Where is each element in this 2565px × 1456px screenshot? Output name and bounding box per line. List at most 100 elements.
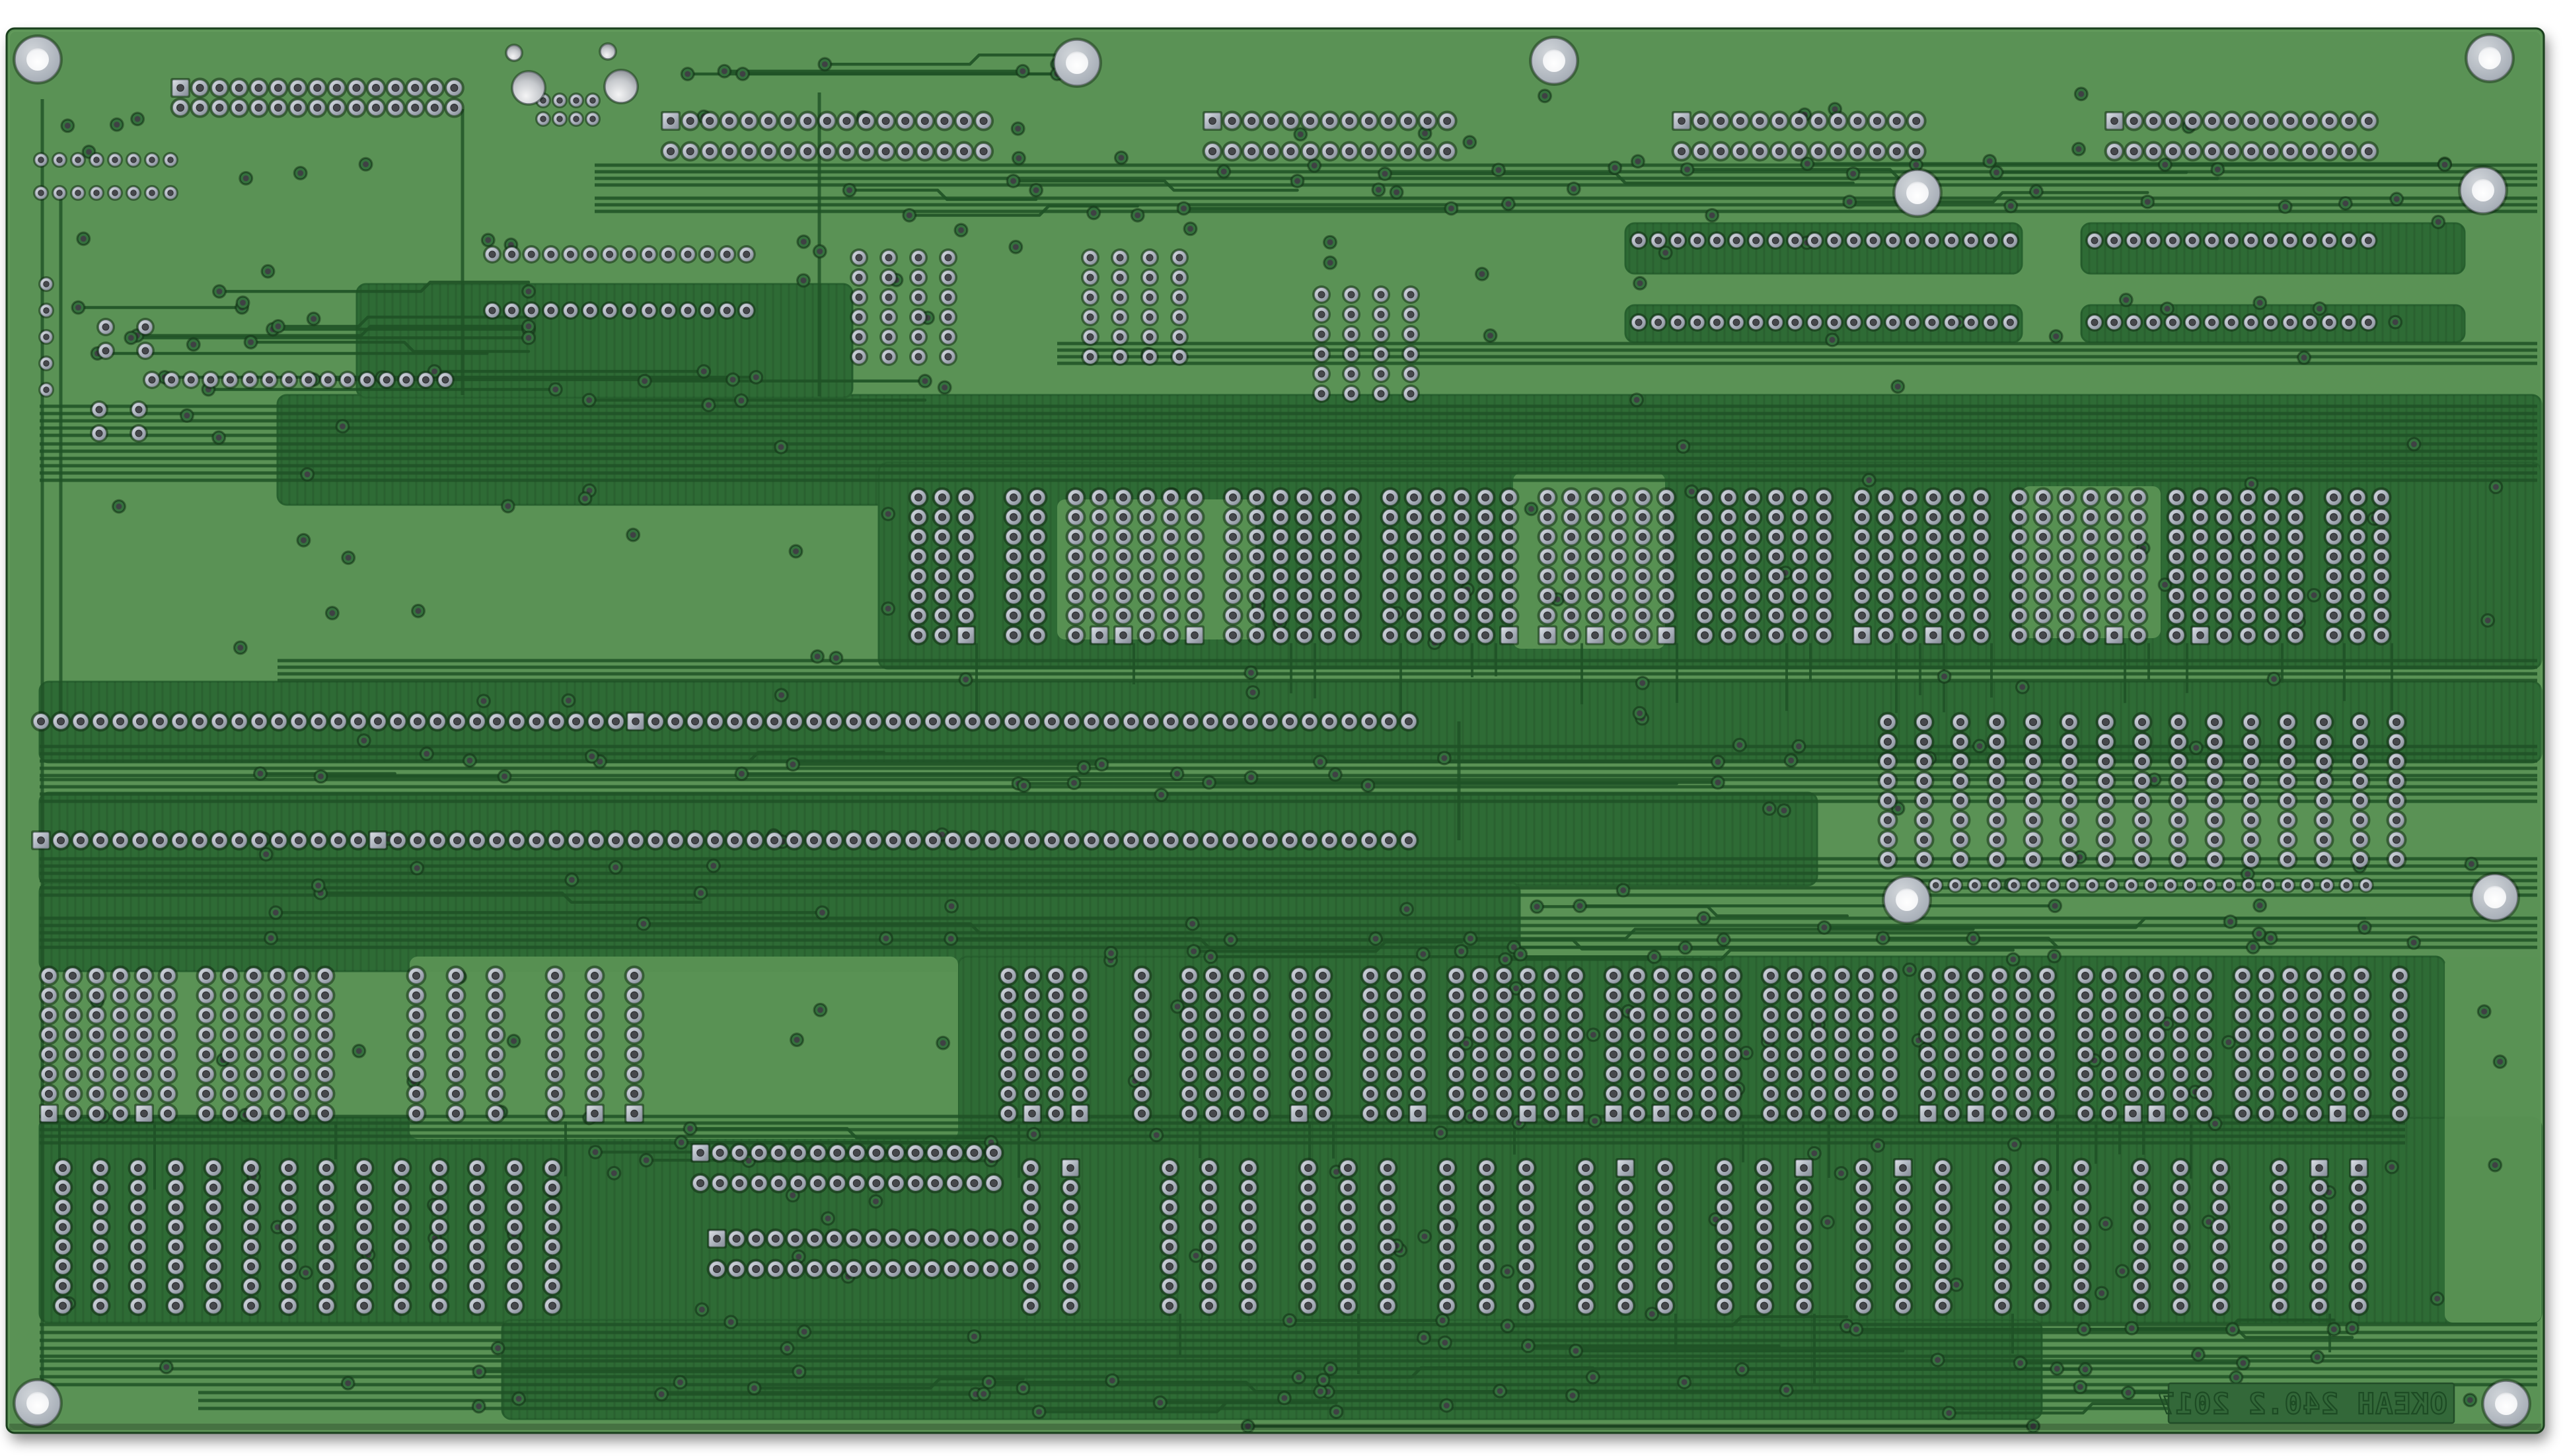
solder-pad — [502, 244, 522, 264]
solder-pad — [737, 301, 757, 320]
mounting-holes — [12, 32, 2532, 1430]
solder-pad — [61, 1063, 84, 1085]
solder-pad — [2008, 526, 2030, 548]
solder-pad — [1913, 770, 1935, 792]
solder-pad — [1941, 984, 1963, 1006]
solder-pad — [1697, 1063, 1720, 1085]
solder-pad — [267, 96, 289, 119]
solder-pad — [1844, 312, 1864, 332]
via — [476, 693, 492, 709]
solder-pad — [1626, 1024, 1649, 1046]
solder-pad — [1575, 1216, 1597, 1238]
solder-pad — [2279, 1004, 2301, 1026]
solder-pad — [32, 151, 50, 168]
solder-pad — [1288, 1063, 1310, 1085]
solder-pad — [1379, 604, 1401, 626]
solder-pad — [314, 984, 336, 1006]
solder-pad — [1088, 585, 1111, 607]
solder-pad — [1917, 1083, 1939, 1105]
solder-pad — [2313, 770, 2335, 792]
solder-pad — [2204, 829, 2226, 851]
square-pad — [584, 1103, 605, 1124]
solder-pad — [1913, 829, 1935, 851]
solder-pad — [2276, 848, 2299, 871]
solder-pad — [1824, 231, 1844, 250]
solder-pad — [1140, 287, 1160, 307]
solder-pad — [882, 1258, 904, 1280]
solder-pad — [2323, 506, 2345, 528]
solder-pad — [2165, 546, 2188, 567]
solder-pad — [2070, 1157, 2093, 1179]
solder-pad — [2237, 624, 2259, 646]
solder-pad — [1793, 1275, 1815, 1297]
solder-pad — [1966, 877, 1984, 894]
solder-pad — [390, 1275, 413, 1297]
solder-pad — [2255, 965, 2278, 987]
via — [1028, 182, 1044, 198]
solder-pad — [195, 1083, 217, 1105]
solder-pad — [973, 110, 994, 132]
solder-pad — [1450, 585, 1473, 607]
via — [357, 156, 374, 172]
solder-pad — [2303, 1044, 2325, 1066]
solder-pad — [1001, 829, 1023, 852]
solder-pad — [2122, 1044, 2144, 1066]
solder-pad — [565, 710, 587, 733]
via — [638, 1152, 654, 1169]
solder-pad — [882, 829, 905, 852]
via — [75, 231, 92, 247]
solder-pad — [1614, 1255, 1637, 1278]
solder-pad — [1136, 565, 1158, 587]
square-pad — [38, 1103, 59, 1124]
solder-pad — [1493, 1044, 1515, 1066]
solder-pad — [2338, 877, 2355, 894]
via — [340, 1375, 356, 1391]
solder-pad — [907, 546, 930, 567]
solder-pad — [1560, 526, 1582, 548]
solder-pad — [2231, 1024, 2254, 1046]
solder-pad — [129, 710, 151, 733]
via — [2429, 1290, 2445, 1307]
solder-pad — [1239, 710, 1261, 733]
via — [1031, 1404, 1047, 1420]
solder-pad — [466, 1216, 488, 1238]
solder-pad — [1021, 1024, 1043, 1046]
via — [334, 418, 351, 435]
solder-pad — [1807, 1063, 1830, 1085]
solder-pad — [1474, 506, 1497, 528]
solder-pad — [2189, 604, 2212, 626]
solder-pad — [2303, 1004, 2325, 1026]
via — [1492, 1383, 1508, 1399]
solder-pad — [1515, 1275, 1538, 1297]
solder-pad — [2284, 506, 2307, 528]
solder-pad — [1198, 1255, 1220, 1278]
solder-pad — [921, 1258, 943, 1280]
via — [1328, 1404, 1345, 1420]
via — [1512, 946, 1528, 963]
solder-pad — [240, 1275, 262, 1297]
solder-pad — [585, 710, 607, 733]
solder-pad — [1100, 829, 1123, 852]
via — [1568, 1343, 1584, 1359]
via — [1585, 1369, 1601, 1385]
solder-pad — [1160, 506, 1182, 528]
mask-patch — [2445, 957, 2541, 1323]
solder-pad — [1222, 486, 1244, 509]
solder-pad — [1202, 1004, 1224, 1026]
solder-pad — [2370, 624, 2393, 646]
via — [1499, 1263, 1516, 1280]
solder-pad — [1469, 1024, 1491, 1046]
solder-pad — [1183, 506, 1206, 528]
via — [1679, 161, 1695, 178]
solder-pad — [1160, 546, 1182, 567]
solder-pad — [1949, 750, 1972, 772]
solder-pad — [2030, 1157, 2053, 1179]
solder-pad — [1741, 546, 1764, 567]
solder-pad — [61, 984, 84, 1006]
solder-pad — [405, 1083, 428, 1105]
solder-pad — [1080, 268, 1100, 287]
solder-pad — [52, 1236, 74, 1258]
solder-pad — [955, 585, 977, 607]
solder-pad — [1341, 285, 1361, 305]
solder-pad — [907, 526, 930, 548]
